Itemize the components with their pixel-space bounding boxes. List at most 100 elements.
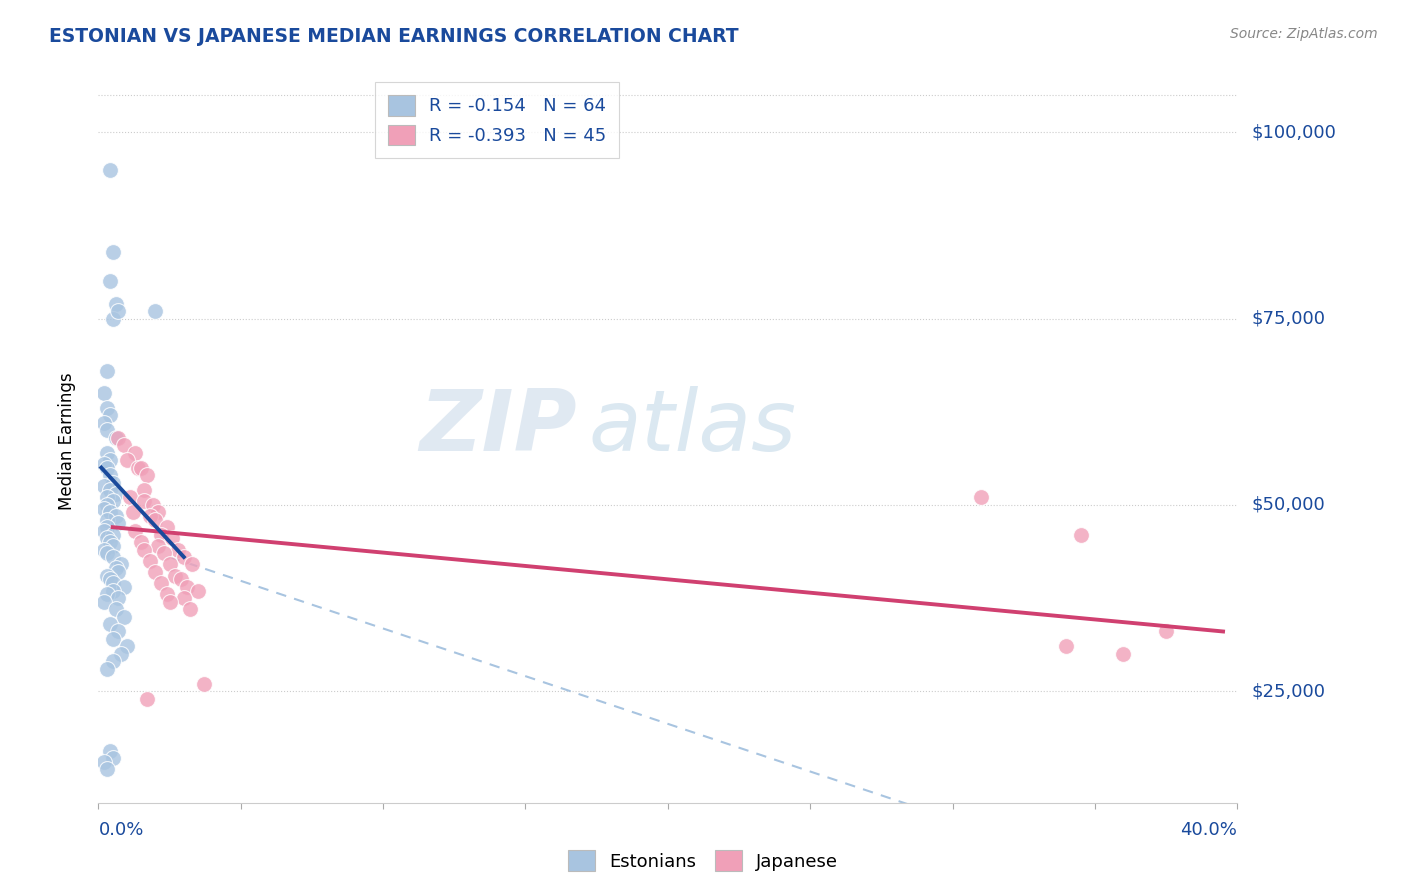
Point [173, 591, 195, 605]
Point [98, 274, 121, 288]
Point [112, 580, 135, 594]
Point [96, 520, 118, 534]
Text: ZIP: ZIP [419, 385, 576, 468]
Point [104, 486, 127, 500]
Point [96, 568, 118, 582]
Point [96, 423, 118, 437]
Text: Median Earnings: Median Earnings [58, 373, 76, 510]
Point [145, 304, 167, 318]
Point [93, 386, 115, 401]
Legend: Estonians, Japanese: Estonians, Japanese [561, 843, 845, 879]
Point [107, 304, 129, 318]
Point [112, 438, 135, 452]
Point [110, 558, 132, 572]
Point [1056, 640, 1078, 654]
Point [96, 546, 118, 560]
Point [98, 162, 121, 177]
Point [98, 572, 121, 586]
Point [187, 583, 209, 598]
Point [141, 498, 163, 512]
Point [93, 501, 115, 516]
Point [93, 755, 115, 769]
Point [104, 431, 127, 445]
Text: $25,000: $25,000 [1251, 682, 1326, 700]
Point [98, 505, 121, 519]
Point [132, 542, 155, 557]
Point [101, 654, 124, 668]
Point [101, 475, 124, 490]
Point [135, 468, 157, 483]
Point [104, 602, 127, 616]
Text: ESTONIAN VS JAPANESE MEDIAN EARNINGS CORRELATION CHART: ESTONIAN VS JAPANESE MEDIAN EARNINGS COR… [49, 27, 738, 45]
Text: Source: ZipAtlas.com: Source: ZipAtlas.com [1230, 27, 1378, 41]
Point [193, 676, 215, 690]
Point [127, 460, 149, 475]
Point [96, 662, 118, 676]
Point [132, 494, 155, 508]
Point [129, 460, 152, 475]
Point [159, 558, 181, 572]
Point [101, 632, 124, 646]
Point [93, 595, 115, 609]
Point [159, 595, 181, 609]
Point [101, 583, 124, 598]
Point [93, 457, 115, 471]
Text: atlas: atlas [588, 385, 796, 468]
Point [98, 468, 121, 483]
Text: $75,000: $75,000 [1251, 310, 1326, 327]
Point [96, 513, 118, 527]
Point [118, 491, 141, 505]
Point [150, 576, 173, 591]
Point [93, 542, 115, 557]
Point [98, 409, 121, 423]
Point [96, 498, 118, 512]
Point [98, 617, 121, 632]
Point [107, 431, 129, 445]
Point [104, 297, 127, 311]
Point [115, 453, 138, 467]
Point [112, 609, 135, 624]
Point [156, 520, 179, 534]
Point [96, 762, 118, 776]
Point [101, 527, 124, 541]
Point [181, 558, 204, 572]
Text: $50,000: $50,000 [1251, 496, 1326, 514]
Point [107, 624, 129, 639]
Point [96, 460, 118, 475]
Point [148, 539, 170, 553]
Point [93, 479, 115, 493]
Point [104, 561, 127, 575]
Point [1070, 527, 1092, 541]
Point [1112, 647, 1135, 661]
Legend: R = -0.154   N = 64, R = -0.393   N = 45: R = -0.154 N = 64, R = -0.393 N = 45 [375, 82, 619, 158]
Point [115, 640, 138, 654]
Point [124, 524, 146, 538]
Point [96, 491, 118, 505]
Point [93, 524, 115, 538]
Point [107, 565, 129, 579]
Point [145, 513, 167, 527]
Point [156, 587, 179, 601]
Point [110, 647, 132, 661]
Point [104, 509, 127, 524]
Point [101, 576, 124, 591]
Point [179, 602, 201, 616]
Point [1154, 624, 1177, 639]
Point [96, 587, 118, 601]
Point [176, 580, 198, 594]
Point [101, 549, 124, 564]
Point [98, 744, 121, 758]
Point [129, 535, 152, 549]
Point [138, 509, 160, 524]
Point [132, 483, 155, 497]
Point [93, 416, 115, 430]
Point [98, 535, 121, 549]
Point [101, 494, 124, 508]
Point [150, 527, 173, 541]
Point [101, 244, 124, 259]
Point [96, 401, 118, 415]
Point [124, 446, 146, 460]
Point [138, 554, 160, 568]
Point [145, 565, 167, 579]
Point [162, 532, 184, 546]
